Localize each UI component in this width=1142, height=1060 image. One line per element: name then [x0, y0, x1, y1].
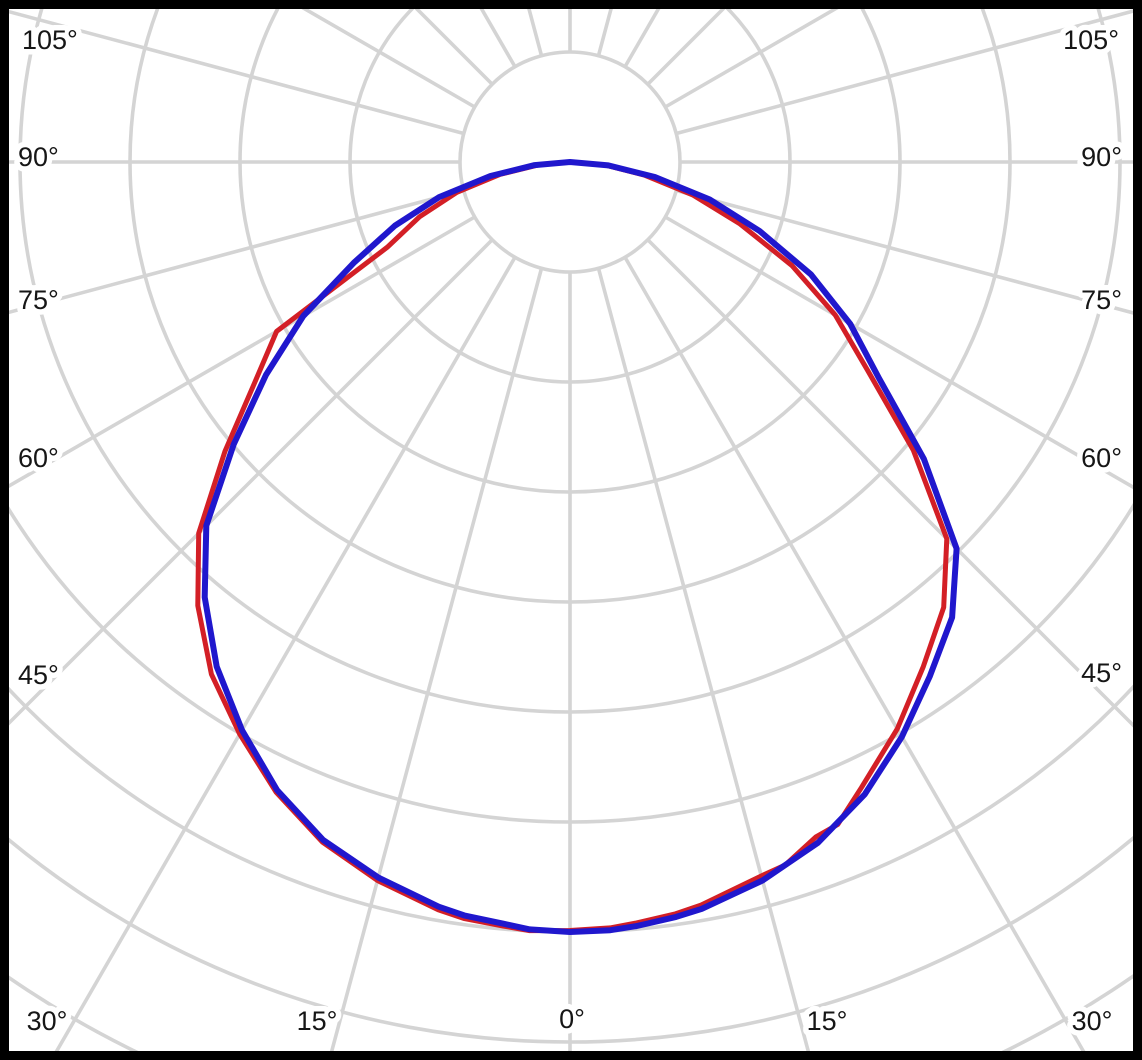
- angle-label: 105°: [22, 25, 78, 55]
- grid-spoke: [301, 9, 476, 109]
- angle-label: 90°: [1081, 142, 1122, 172]
- angle-label: 45°: [18, 660, 59, 690]
- angle-label: 0°: [559, 1004, 585, 1034]
- grid-spoke: [664, 215, 1133, 490]
- grid-spoke: [9, 188, 465, 315]
- grid-spoke: [329, 267, 544, 1051]
- angle-label: 30°: [27, 1006, 68, 1036]
- grid-spoke: [9, 9, 465, 136]
- angle-label: 75°: [1081, 285, 1122, 315]
- grid-spoke: [646, 238, 1133, 728]
- angle-label: 15°: [807, 1006, 848, 1036]
- grid-spoke: [675, 9, 1133, 136]
- angle-label: 75°: [18, 285, 59, 315]
- grid-spoke: [675, 188, 1133, 315]
- grid-spoke: [9, 215, 476, 488]
- grid-spoke: [9, 238, 494, 726]
- grid-spoke: [54, 256, 517, 1051]
- angle-label: 60°: [1081, 443, 1122, 473]
- angle-label: 30°: [1072, 1006, 1113, 1036]
- angle-labels: 105° 90° 75° 60° 45° 30° 15° 0° 15° 30° 45° 60° 75° 9…: [13, 20, 1128, 1042]
- curves-layer: [195, 159, 960, 935]
- angle-label: 105°: [1063, 25, 1119, 55]
- angle-label: 90°: [18, 142, 59, 172]
- curve-blue: [201, 159, 960, 935]
- angle-label: 15°: [297, 1006, 338, 1036]
- angle-label: 60°: [18, 443, 59, 473]
- grid-spoke: [623, 256, 1086, 1051]
- grid-spoke: [596, 267, 811, 1051]
- grid-spoke: [664, 9, 839, 109]
- angle-label: 45°: [1081, 658, 1122, 688]
